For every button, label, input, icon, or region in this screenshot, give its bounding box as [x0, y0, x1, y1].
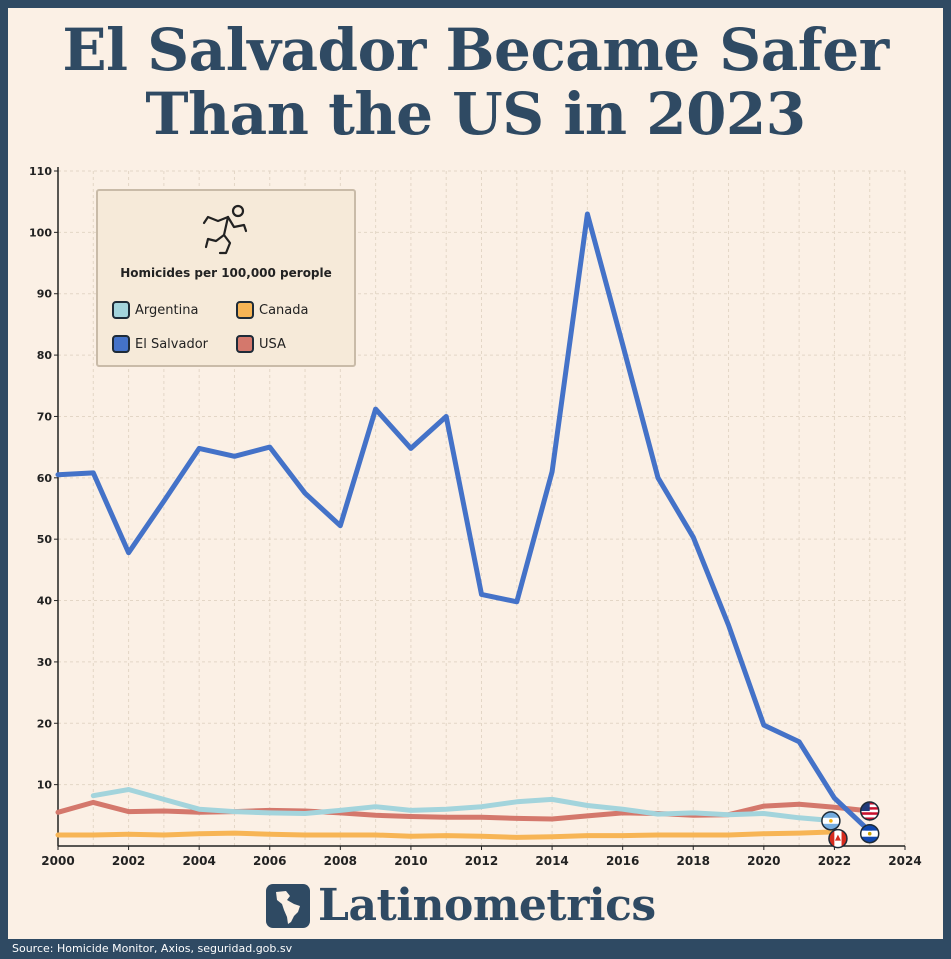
legend-swatch-argentina — [112, 301, 130, 319]
x-tick-label: 2010 — [394, 854, 427, 868]
x-tick-label: 2004 — [182, 854, 215, 868]
x-tick-label: 2008 — [324, 854, 357, 868]
us-flag-icon — [859, 801, 880, 821]
legend-label: USA — [259, 336, 286, 352]
brand-logo: Latinometrics — [266, 880, 656, 931]
chart-axes: 10 20 30 40 50 60 70 80 90 100 110 2000 2002 2004 2006… — [29, 165, 922, 868]
x-tick-label: 2016 — [606, 854, 639, 868]
running-person-icon — [202, 204, 248, 255]
x-tick-label: 2006 — [253, 854, 286, 868]
y-tick-label: 100 — [29, 226, 52, 239]
legend-swatch-usa — [236, 335, 254, 353]
x-tick-label: 2020 — [747, 854, 780, 868]
series-line-canada — [55, 829, 837, 840]
argentina-flag-icon — [821, 811, 841, 831]
legend-label: Canada — [259, 302, 309, 318]
y-tick-label: 20 — [37, 717, 53, 730]
endpoint-markers — [821, 801, 880, 849]
x-tick-label: 2012 — [465, 854, 498, 868]
source-note: Source: Homicide Monitor, Axios, segurid… — [12, 942, 293, 955]
x-tick-label: 2002 — [112, 854, 145, 868]
y-tick-label: 10 — [37, 779, 53, 792]
latin-america-map-icon — [266, 883, 310, 928]
x-tick-label: 2018 — [677, 854, 710, 868]
y-tick-label: 80 — [37, 349, 53, 362]
legend: Homicides per 100,000 perople Argentina … — [96, 189, 356, 367]
y-tick-label: 40 — [37, 595, 53, 608]
legend-swatch-canada — [236, 301, 254, 319]
legend-item-canada: Canada — [236, 301, 308, 319]
y-tick-label: 60 — [37, 472, 53, 485]
legend-label: El Salvador — [135, 336, 208, 352]
canada-flag-icon — [828, 828, 848, 849]
x-tick-label: 2024 — [888, 854, 921, 868]
x-tick-label: 2014 — [535, 854, 568, 868]
series-line-argentina — [90, 787, 837, 824]
chart-grid — [57, 170, 906, 846]
x-tick-label: 2022 — [818, 854, 851, 868]
chart-series — [55, 211, 873, 840]
y-tick-label: 70 — [37, 410, 53, 423]
y-tick-label: 30 — [37, 656, 53, 669]
legend-title: Homicides per 100,000 perople — [120, 266, 332, 280]
legend-item-argentina: Argentina — [112, 301, 198, 319]
x-tick-label: 2000 — [41, 854, 74, 868]
series-line-el-salvador — [55, 211, 873, 834]
chart-frame: El Salvador Became Safer Than the US in … — [8, 8, 943, 939]
el-salvador-flag-icon — [859, 823, 880, 844]
line-chart: 10 20 30 40 50 60 70 80 90 100 110 2000 2002 2004 2006… — [29, 165, 922, 868]
y-tick-label: 90 — [37, 288, 53, 301]
brand-name: Latinometrics — [318, 880, 656, 931]
chart-title: El Salvador Became Safer Than the US in … — [62, 16, 889, 148]
legend-swatch-el-salvador — [112, 335, 130, 353]
legend-item-el-salvador: El Salvador — [112, 335, 208, 353]
y-tick-label: 110 — [29, 165, 52, 178]
legend-item-usa: USA — [236, 335, 286, 353]
legend-label: Argentina — [135, 302, 199, 318]
y-tick-label: 50 — [37, 533, 53, 546]
